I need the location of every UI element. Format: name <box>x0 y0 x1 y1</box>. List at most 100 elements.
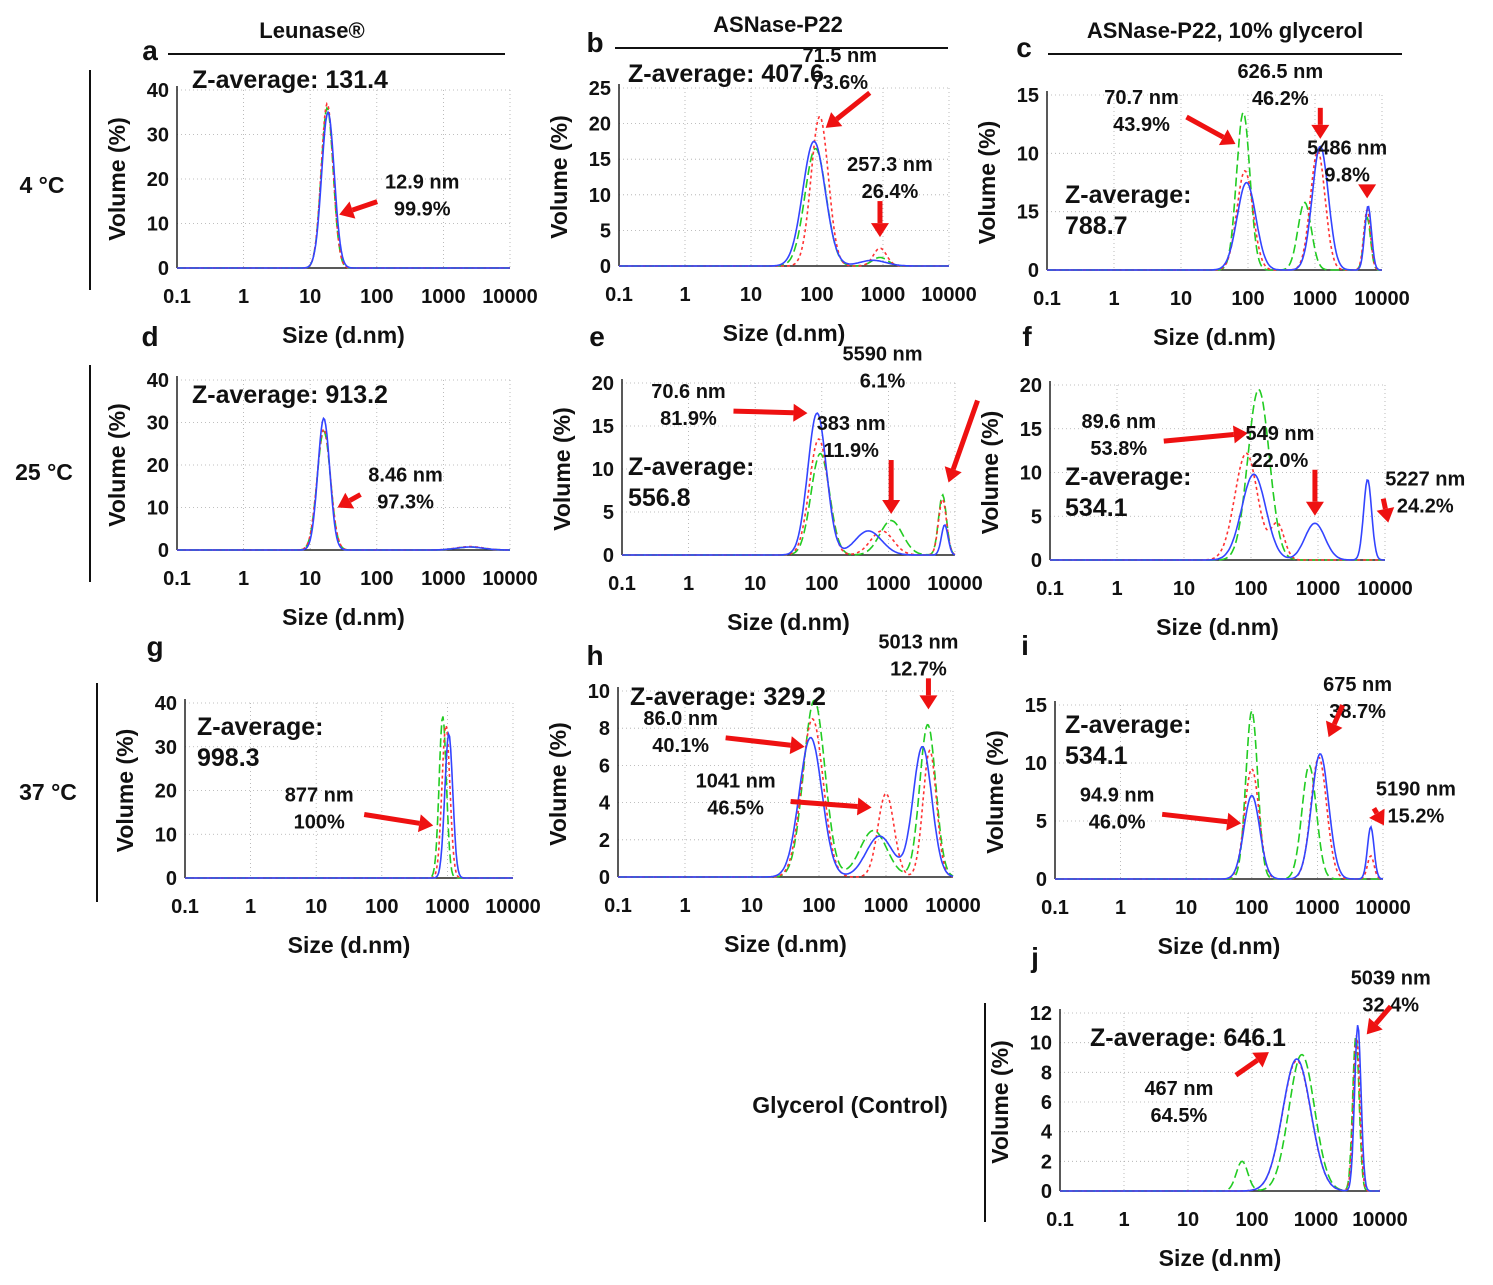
panel-j: j 0.1 1 10 100 1000 10000 0 2 4 6 8 10 12 Size (d.nm) V… <box>987 942 1431 1271</box>
panel-letter: d <box>141 321 158 352</box>
x-tick-label: 10 <box>744 573 766 595</box>
x-tick-label: 10000 <box>1354 288 1410 310</box>
y-tick-label: 20 <box>592 373 614 395</box>
annotation-arrow-head <box>944 466 962 483</box>
row-label-25c: 25 °C <box>15 459 73 485</box>
x-axis-label: Size (d.nm) <box>727 609 850 635</box>
annotation-arrow-head <box>1358 184 1377 199</box>
x-tick-label: 10 <box>1173 578 1195 600</box>
peak-annotation: 11.9% <box>823 440 879 462</box>
annotation-arrow-head <box>339 201 356 219</box>
peak-annotation: 100% <box>294 812 345 834</box>
panel-letter: b <box>586 27 603 58</box>
series-green <box>177 429 510 551</box>
x-axis-label: Size (d.nm) <box>1153 324 1276 350</box>
x-tick-label: 10000 <box>482 568 538 590</box>
x-axis-label: Size (d.nm) <box>724 931 847 957</box>
y-tick-label: 8 <box>599 718 610 740</box>
peak-annotation: 1041 nm <box>696 770 776 792</box>
y-tick-label: 20 <box>1020 375 1042 397</box>
peak-annotation: 5190 nm <box>1376 778 1456 800</box>
annotation-arrow-head <box>417 814 434 833</box>
peak-annotation: 26.4% <box>862 181 919 203</box>
y-tick-label: 10 <box>588 681 610 703</box>
z-average-label: 534.1 <box>1065 742 1128 770</box>
annotation-arrow-head <box>1376 507 1395 523</box>
y-tick-label: 15 <box>592 416 614 438</box>
panel-a: a 0.1 1 10 100 1000 10000 0 10 20 30 40 Size (d.nm) V… <box>104 35 538 348</box>
z-average-label: Z-average: 913.2 <box>192 381 388 409</box>
x-tick-label: 1000 <box>1295 897 1340 919</box>
annotation-arrow-shaft <box>1234 1058 1259 1078</box>
peak-annotation: 86.0 nm <box>643 708 717 730</box>
annotation-arrow-shaft <box>790 798 858 809</box>
annotation-arrow-shaft <box>1380 498 1388 510</box>
y-axis-label: Volume (%) <box>546 115 572 239</box>
x-tick-label: 100 <box>1235 897 1268 919</box>
annotation-arrow-head <box>870 223 889 238</box>
series-blue <box>1055 753 1384 880</box>
y-tick-label: 10 <box>1020 463 1042 485</box>
peak-annotation: 467 nm <box>1144 1078 1213 1100</box>
annotation-arrow-head <box>882 500 901 515</box>
z-average-label: 998.3 <box>197 744 260 772</box>
y-tick-label: 8 <box>1041 1062 1052 1084</box>
x-tick-label: 100 <box>360 286 393 308</box>
y-tick-label: 10 <box>147 498 169 520</box>
x-tick-label: 0.1 <box>605 284 633 306</box>
annotation-arrow-head <box>1305 501 1324 516</box>
peak-annotation: 5039 nm <box>1351 967 1431 989</box>
y-tick-label: 0 <box>600 256 611 278</box>
panel-f: f 0.1 1 10 100 1000 10000 0 5 10 15 20 Size (d.nm) Vo… <box>977 321 1465 640</box>
x-tick-label: 10 <box>740 284 762 306</box>
column-header-asnase: ASNase-P22 <box>713 12 843 37</box>
panel-e: e 0.1 1 10 100 1000 10000 0 5 10 15 20 Size (d.nm) Vo… <box>549 321 983 635</box>
x-tick-label: 1 <box>679 284 690 306</box>
peak-annotation: 12.9 nm <box>385 172 459 194</box>
column-header-asnase-glycerol: ASNase-P22, 10% glycerol <box>1087 18 1363 43</box>
x-tick-label: 100 <box>800 284 833 306</box>
annotation-arrow-head <box>825 112 843 128</box>
x-axis-label: Size (d.nm) <box>1158 933 1281 959</box>
annotation-arrow-head <box>789 736 805 755</box>
z-average-label: Z-average: <box>628 453 754 481</box>
x-axis-label: Size (d.nm) <box>282 322 405 348</box>
y-tick-label: 20 <box>147 169 169 191</box>
x-tick-label: 1000 <box>1293 288 1338 310</box>
z-average-label: Z-average: 131.4 <box>192 66 388 94</box>
annotation-arrow-shaft <box>1163 431 1235 444</box>
y-axis-label: Volume (%) <box>974 121 1000 245</box>
y-tick-label: 6 <box>599 755 610 777</box>
peak-annotation: 97.3% <box>377 492 434 514</box>
x-tick-label: 0.1 <box>608 573 636 595</box>
x-tick-label: 100 <box>1235 1209 1268 1231</box>
y-tick-label: 0 <box>158 540 169 562</box>
peak-annotation: 32.4% <box>1362 994 1419 1016</box>
peak-annotation: 549 nm <box>1245 423 1314 445</box>
series-blue <box>619 140 949 267</box>
panel-i: i 0.1 1 10 100 1000 10000 0 5 10 15 Size (d.nm) Volu… <box>982 630 1456 959</box>
x-tick-label: 1 <box>1115 897 1126 919</box>
x-tick-label: 10000 <box>927 573 983 595</box>
panel-letter: e <box>589 321 605 352</box>
x-tick-label: 10000 <box>921 284 977 306</box>
peak-annotation: 46.2% <box>1252 88 1309 110</box>
y-tick-label: 20 <box>589 114 611 136</box>
y-tick-label: 6 <box>1041 1092 1052 1114</box>
x-tick-label: 1000 <box>866 573 911 595</box>
annotation-arrow-head <box>919 695 938 710</box>
x-tick-label: 0.1 <box>1033 288 1061 310</box>
x-tick-label: 10000 <box>482 286 538 308</box>
x-tick-label: 1000 <box>864 895 909 917</box>
x-axis-label: Size (d.nm) <box>1156 614 1279 640</box>
annotation-arrow-head <box>1366 1017 1383 1035</box>
x-tick-label: 10 <box>299 286 321 308</box>
z-average-label: Z-average: <box>1065 463 1191 491</box>
series-blue <box>177 110 510 269</box>
x-tick-label: 10000 <box>485 896 541 918</box>
annotation-arrow-head <box>1325 720 1343 738</box>
peak-annotation: 15.2% <box>1388 805 1445 827</box>
series-blue <box>1060 1025 1380 1192</box>
x-tick-label: 1 <box>1118 1209 1129 1231</box>
